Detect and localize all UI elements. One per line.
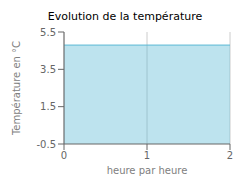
svg-text:0: 0 [61, 150, 67, 161]
svg-text:heure par heure: heure par heure [107, 165, 188, 176]
svg-text:2: 2 [227, 150, 233, 161]
svg-text:5.5: 5.5 [40, 27, 56, 38]
html-text:Evolution de la température: Evolution de la température [47, 10, 203, 23]
svg-text:-0.5: -0.5 [36, 139, 56, 150]
svg-text:1.5: 1.5 [40, 101, 56, 112]
svg-text:1: 1 [144, 150, 150, 161]
svg-text:3.5: 3.5 [40, 64, 56, 75]
svg-text:Température en °C: Température en °C [11, 41, 22, 136]
